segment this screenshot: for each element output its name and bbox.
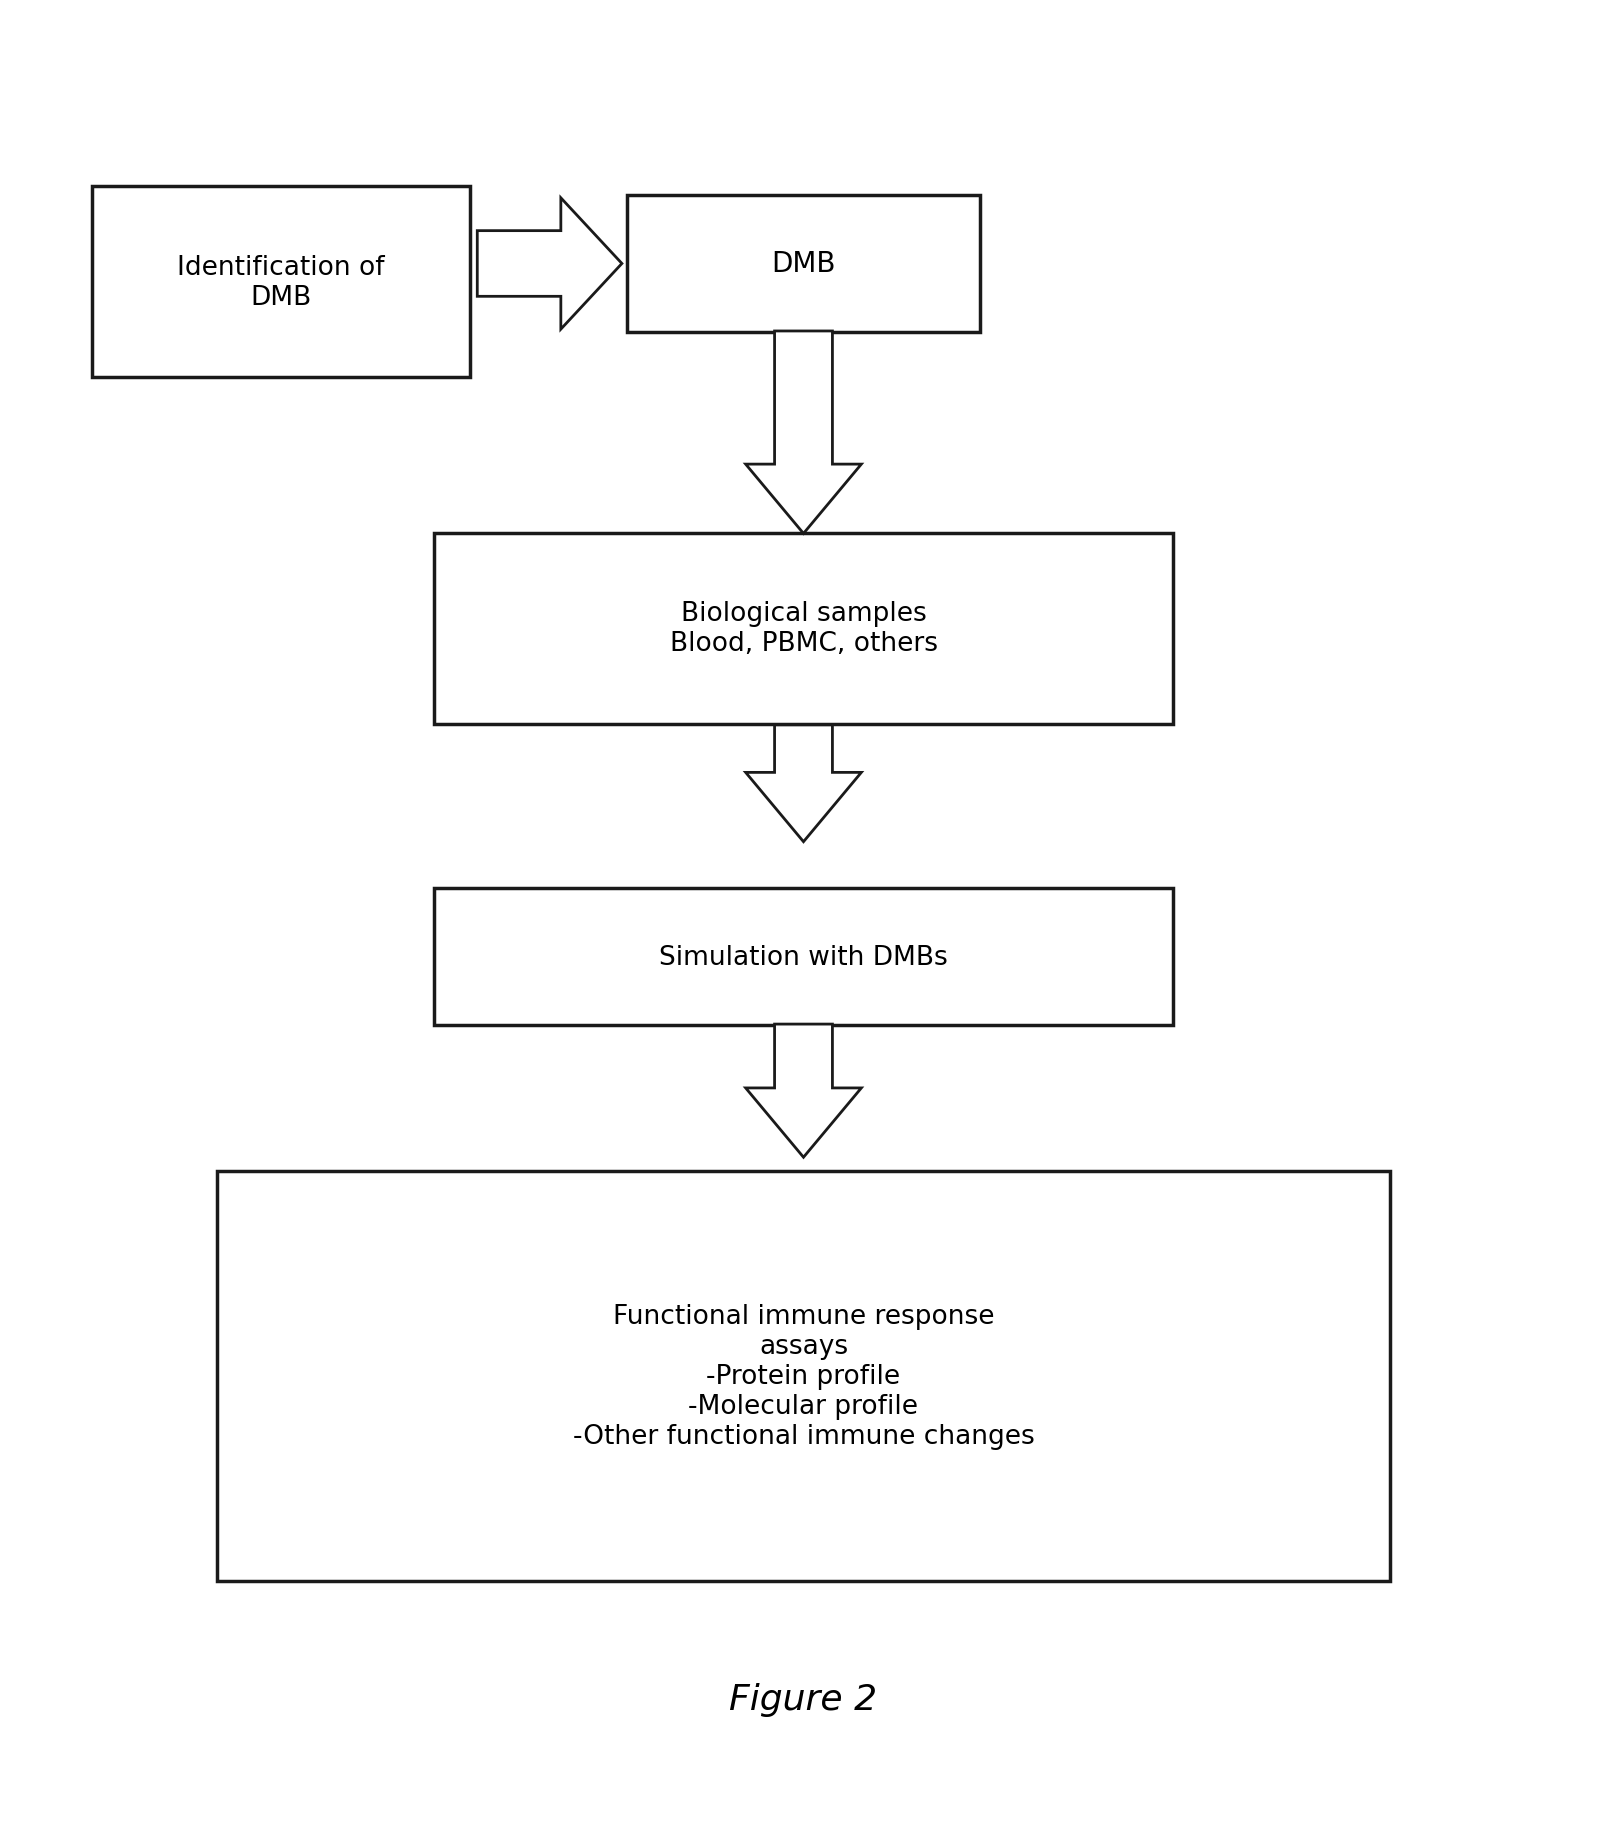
FancyBboxPatch shape — [434, 890, 1173, 1025]
FancyBboxPatch shape — [92, 188, 469, 379]
Text: Identification of
DMB: Identification of DMB — [177, 255, 386, 310]
Text: Biological samples
Blood, PBMC, others: Biological samples Blood, PBMC, others — [670, 602, 937, 656]
Text: DMB: DMB — [771, 250, 836, 279]
FancyBboxPatch shape — [217, 1170, 1390, 1581]
Text: Functional immune response
assays
-Protein profile
-Molecular profile
-Other fun: Functional immune response assays -Prote… — [572, 1303, 1035, 1449]
Text: Figure 2: Figure 2 — [730, 1683, 877, 1715]
Polygon shape — [746, 726, 861, 842]
Text: Simulation with DMBs: Simulation with DMBs — [659, 944, 948, 970]
Polygon shape — [746, 1025, 861, 1158]
FancyBboxPatch shape — [434, 532, 1173, 724]
FancyBboxPatch shape — [627, 197, 980, 332]
Polygon shape — [746, 332, 861, 534]
Polygon shape — [477, 199, 622, 330]
